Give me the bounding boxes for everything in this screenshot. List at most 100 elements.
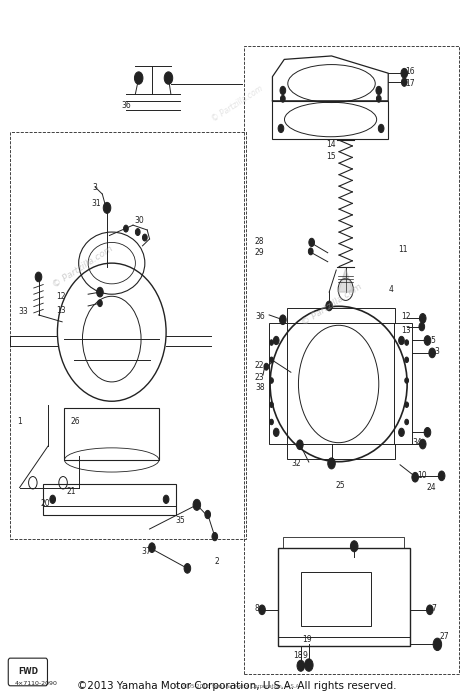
Text: 14: 14 [326,140,336,149]
Text: 13: 13 [56,306,66,315]
Text: 12: 12 [56,292,66,301]
Circle shape [378,125,384,133]
Circle shape [438,471,445,481]
Text: 33: 33 [18,307,28,316]
Circle shape [405,357,409,363]
Circle shape [35,272,42,282]
Text: ©2013 Yamaha Motor Corporation, U.S.A. All rights reserved.: ©2013 Yamaha Motor Corporation, U.S.A. A… [77,682,397,691]
Circle shape [427,605,433,614]
Circle shape [309,238,315,246]
Circle shape [419,439,426,449]
Text: FWD: FWD [18,668,38,677]
Text: © Partzilla.com: © Partzilla.com [52,244,115,289]
Text: 29: 29 [255,248,264,257]
Circle shape [433,638,442,650]
Circle shape [143,234,147,241]
Text: 36: 36 [255,313,264,322]
Bar [394,323,412,444]
Circle shape [326,301,332,311]
Circle shape [193,500,201,511]
Bar [287,444,395,459]
Polygon shape [338,268,353,292]
Bar [287,308,395,323]
Circle shape [350,540,358,552]
FancyBboxPatch shape [8,658,47,686]
Circle shape [419,313,426,323]
Circle shape [164,72,173,84]
Text: 3: 3 [435,347,439,356]
Circle shape [305,659,313,671]
Circle shape [270,419,273,425]
Text: 3: 3 [93,183,98,192]
Circle shape [163,495,169,504]
Circle shape [405,378,409,383]
Text: 4: 4 [388,285,393,294]
Text: 23: 23 [255,372,264,381]
Circle shape [424,428,431,437]
Circle shape [98,300,102,307]
Text: 10: 10 [418,471,427,480]
Text: 13: 13 [401,327,411,336]
Circle shape [399,428,404,437]
Bar [283,536,404,547]
Text: 37: 37 [142,547,151,556]
Circle shape [259,605,265,614]
Text: © Partzilla.com: © Partzilla.com [210,84,264,124]
Text: 16: 16 [405,67,414,76]
Text: 18: 18 [293,651,302,660]
Circle shape [97,287,103,297]
Text: 5: 5 [431,336,436,345]
Bar [43,484,175,516]
Bar [301,572,371,626]
Bar [64,408,159,460]
Circle shape [273,428,279,437]
Text: 8: 8 [255,604,260,613]
Circle shape [297,660,305,671]
Bar [269,323,287,444]
Text: © Partzilla.com: © Partzilla.com [300,282,363,327]
Text: 12: 12 [401,313,411,322]
Text: 31: 31 [91,199,101,208]
Circle shape [401,69,408,78]
Text: 36: 36 [121,101,131,110]
Circle shape [50,495,55,504]
Circle shape [429,348,436,358]
Bar [244,46,459,674]
Circle shape [405,402,409,408]
Circle shape [405,419,409,425]
Text: 24: 24 [427,483,437,492]
Text: 15: 15 [326,152,336,161]
Circle shape [205,511,210,518]
Text: 32: 32 [292,459,301,468]
Circle shape [281,95,285,102]
Circle shape [297,440,303,450]
Circle shape [405,340,409,345]
Circle shape [280,86,286,95]
Text: 25: 25 [335,481,345,490]
Circle shape [419,322,425,331]
Circle shape [124,225,128,232]
Circle shape [401,78,407,86]
Text: 2: 2 [214,557,219,566]
Text: 9: 9 [302,651,307,660]
Text: © 2005-2016 Yamaha Motor Corporation, U.S.A.: © 2005-2016 Yamaha Motor Corporation, U.… [173,683,301,689]
Text: 1: 1 [17,417,22,426]
Bar [10,132,246,539]
Text: 21: 21 [67,486,76,495]
Circle shape [328,458,335,469]
Circle shape [270,357,273,363]
Circle shape [412,473,419,482]
Text: 22: 22 [255,361,264,370]
Text: 28: 28 [255,237,264,246]
Circle shape [135,72,143,84]
Bar [273,101,388,139]
Circle shape [136,228,140,235]
Circle shape [376,95,381,102]
Text: 17: 17 [405,79,414,88]
Circle shape [424,336,431,345]
Circle shape [270,340,273,345]
Circle shape [278,125,284,133]
Text: 26: 26 [71,417,80,426]
Text: 20: 20 [41,499,51,508]
Circle shape [309,248,313,255]
